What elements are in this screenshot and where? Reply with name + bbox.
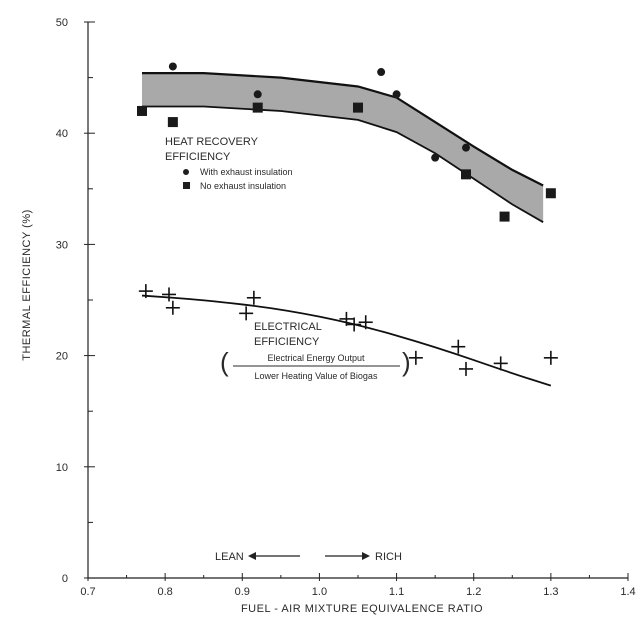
data-point-square [461, 169, 471, 180]
legend-circle-icon [183, 169, 189, 175]
fraction-denominator: Lower Heating Value of Biogas [255, 371, 378, 381]
data-point-square [499, 211, 510, 222]
point-layer [137, 62, 558, 376]
data-point-plus [246, 290, 261, 305]
axis-layer: 0.7 0.8 0.9 1.0 1.1 1.2 1.3 1.4 0 10 20 30 40 50 [56, 17, 636, 598]
lean-arrow-icon [248, 552, 256, 560]
data-point-plus [451, 339, 466, 354]
x-tick-label: 1.3 [543, 586, 558, 598]
y-tick-label: 20 [56, 351, 68, 363]
x-tick-label: 1.1 [389, 586, 404, 598]
heat-recovery-label-line1: HEAT RECOVERY [165, 136, 259, 148]
data-point-circle [377, 68, 386, 77]
x-tick-label: 0.7 [80, 586, 95, 598]
y-tick-label: 10 [56, 462, 68, 474]
data-point-circle [168, 62, 177, 71]
data-point-plus [165, 300, 180, 315]
data-point-square [137, 105, 147, 116]
heat-recovery-lower-line [142, 105, 544, 223]
data-point-plus [493, 356, 508, 371]
electrical-efficiency-curve [141, 294, 552, 387]
data-point-square [252, 102, 263, 113]
data-point-square [353, 102, 363, 113]
y-tick-label: 50 [56, 17, 68, 29]
y-tick-label: 30 [56, 239, 68, 251]
x-tick-label: 1.4 [620, 586, 635, 598]
y-axis-title: THERMAL EFFICIENCY (%) [21, 209, 33, 361]
data-point-plus [138, 284, 153, 299]
data-point-plus [339, 311, 354, 326]
data-point-plus [408, 350, 423, 365]
y-tick-label: 0 [62, 573, 68, 585]
data-point-plus [459, 361, 473, 376]
y-tick-label: 40 [56, 128, 68, 140]
fraction-numerator: Electrical Energy Output [267, 353, 365, 363]
data-point-circle [253, 90, 262, 99]
electrical-label-line2: EFFICIENCY [254, 336, 320, 348]
rich-label: RICH [375, 551, 402, 563]
x-tick-label: 0.8 [157, 586, 172, 598]
x-tick-label: 0.9 [235, 586, 250, 598]
data-point-circle [431, 153, 440, 162]
fraction-left-paren: ( [220, 347, 229, 377]
lean-label: LEAN [215, 551, 244, 563]
x-axis-title: FUEL - AIR MIXTURE EQUIVALENCE RATIO [241, 603, 483, 615]
x-tick-label: 1.0 [312, 586, 327, 598]
rich-arrow-icon [362, 552, 370, 560]
fraction-right-paren: ) [402, 347, 411, 377]
data-point-plus [347, 317, 362, 332]
electrical-label-line1: ELECTRICAL [254, 321, 322, 333]
data-point-circle [392, 90, 401, 99]
data-point-plus [543, 350, 558, 365]
data-point-plus [162, 287, 176, 302]
curve-layer [141, 294, 552, 387]
legend-circle-label: With exhaust insulation [200, 167, 293, 177]
data-point-circle [462, 143, 470, 152]
data-point-square [167, 117, 178, 128]
legend-square-icon [183, 182, 190, 189]
data-point-plus [358, 315, 373, 330]
data-point-plus [239, 306, 254, 321]
heat-recovery-label-line2: EFFICIENCY [165, 151, 231, 163]
data-point-square [545, 188, 556, 199]
x-tick-label: 1.2 [466, 586, 481, 598]
legend-square-label: No exhaust insulation [200, 181, 286, 191]
